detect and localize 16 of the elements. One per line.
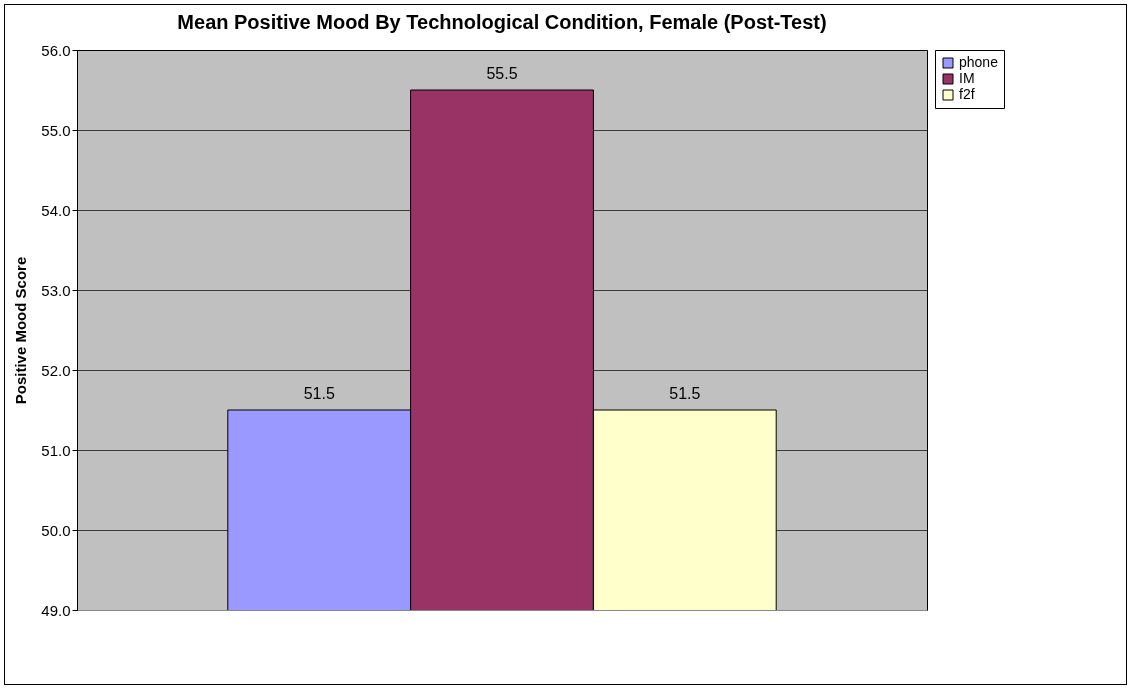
legend-label: f2f [959, 86, 975, 102]
y-tick-label: 55.0 [41, 121, 71, 139]
y-tick-label: 50.0 [41, 521, 71, 539]
y-tick-label: 56.0 [41, 41, 71, 59]
legend-label: IM [959, 70, 975, 86]
y-tick-label: 54.0 [41, 201, 71, 219]
y-tick-label: 49.0 [41, 601, 71, 619]
y-axis-title: Positive Mood Score [12, 256, 30, 405]
y-tick-label: 51.0 [41, 441, 71, 459]
chart-title: Mean Positive Mood By Technological Condition, Female (Post-Test) [177, 11, 827, 33]
data-label: 51.5 [669, 385, 701, 402]
legend-label: phone [959, 54, 999, 70]
y-tick-label: 52.0 [41, 361, 71, 379]
data-label: 55.5 [486, 65, 518, 82]
data-label: 51.5 [303, 385, 335, 402]
y-tick-label: 53.0 [41, 281, 71, 299]
